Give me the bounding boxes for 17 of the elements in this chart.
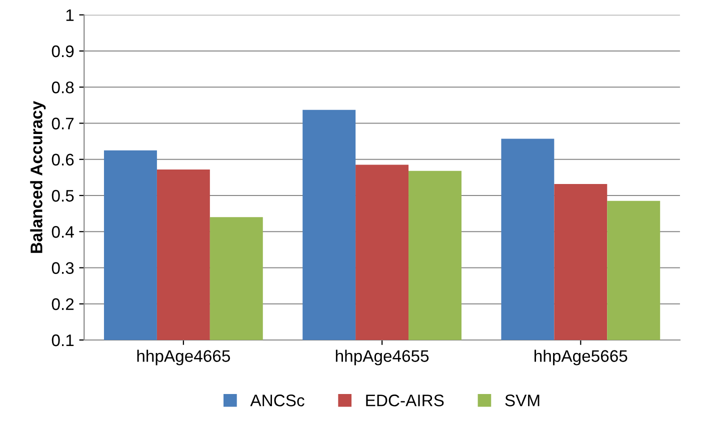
x-tick-label: hhpAge4665 — [137, 350, 230, 366]
legend-label: ANCSc — [250, 394, 304, 406]
y-tick-label: 0.8 — [52, 82, 74, 94]
y-tick-label: 0.9 — [52, 45, 74, 58]
y-tick-label: 0.5 — [52, 190, 74, 202]
y-tick-label: 0.4 — [52, 226, 74, 238]
y-axis-title: Balanced Accuracy — [30, 100, 46, 253]
y-tick-label: 0.3 — [52, 262, 74, 274]
y-tick-label: 0.6 — [52, 154, 74, 166]
x-tick-label: hhpAge4655 — [336, 350, 429, 366]
y-tick-label: 1 — [66, 9, 74, 21]
legend-label: SVM — [505, 394, 540, 406]
y-tick-label: 0.1 — [52, 334, 74, 346]
y-tick-label: 0.7 — [52, 118, 74, 130]
legend-label: EDC-AIRS — [366, 394, 444, 406]
y-tick-label: 0.2 — [52, 298, 74, 310]
x-tick-label: hhpAge5665 — [534, 350, 628, 366]
